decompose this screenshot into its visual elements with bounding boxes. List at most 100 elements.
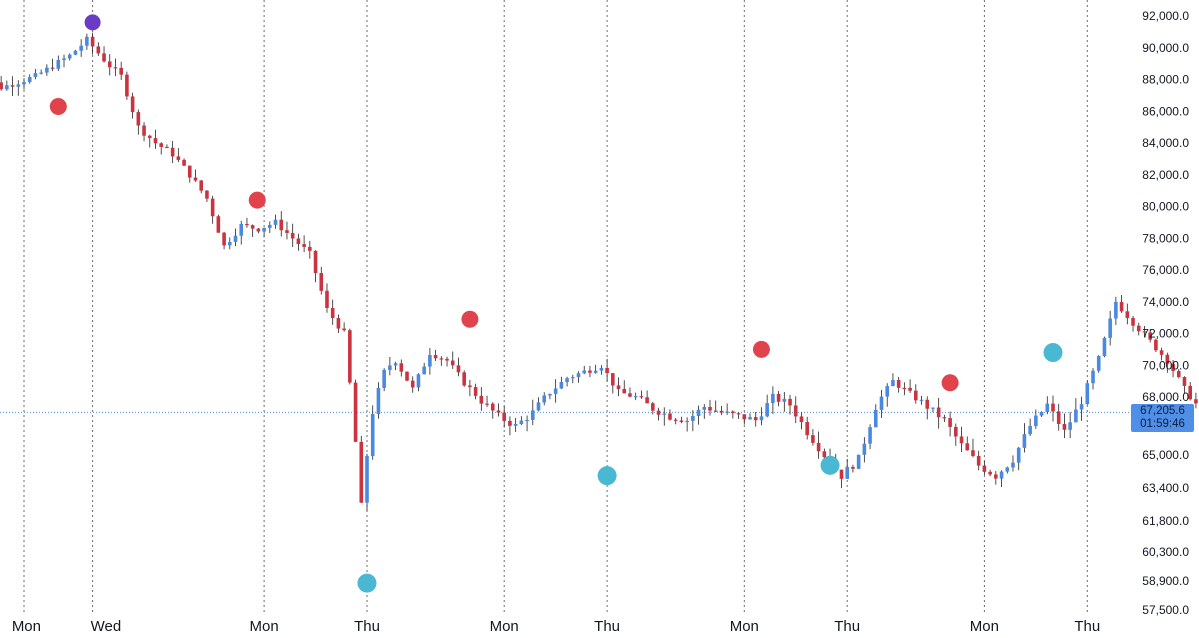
candle-body	[233, 235, 238, 242]
candle-body	[691, 416, 695, 421]
candle-body	[788, 398, 792, 406]
candle-body	[502, 412, 506, 421]
candle-body	[696, 409, 701, 417]
candle-body	[393, 363, 398, 366]
candle-body	[319, 273, 324, 291]
candle-body	[290, 232, 295, 239]
candle-body	[245, 223, 249, 226]
candle-body	[330, 308, 335, 318]
candle-body	[256, 228, 261, 232]
candle-body	[530, 410, 535, 420]
candle-body	[662, 413, 667, 415]
time-axis[interactable]: MonWedMonThuMonThuMonThuMonThuMonThuMonT…	[12, 618, 1199, 635]
candle-body	[879, 396, 884, 410]
candle-body	[159, 143, 163, 147]
candle-body	[39, 72, 43, 74]
candle-body	[588, 370, 592, 373]
pivot-marker[interactable]	[1043, 343, 1063, 363]
time-tick-label: Thu	[354, 618, 380, 635]
candle-body	[593, 370, 598, 373]
candle-body	[1062, 423, 1067, 430]
candle-body	[222, 232, 226, 246]
pivot-marker[interactable]	[752, 340, 770, 358]
candle-body	[816, 442, 821, 452]
candle-body	[525, 419, 529, 422]
candle-body	[571, 377, 575, 379]
time-tick-label: Mon	[730, 618, 759, 635]
candle-body	[771, 393, 775, 404]
pivot-marker[interactable]	[84, 14, 101, 31]
candle-body	[902, 387, 907, 390]
candle-body	[1188, 385, 1192, 400]
candle-body	[851, 466, 855, 469]
pivot-marker[interactable]	[597, 466, 617, 486]
pivot-marker[interactable]	[820, 455, 840, 475]
candle-body	[839, 469, 844, 479]
pivot-marker[interactable]	[248, 191, 266, 209]
time-tick-label: Mon	[12, 618, 41, 635]
candle-body	[308, 246, 312, 251]
price-tick-label: 78,000.0	[1142, 231, 1189, 245]
candle-body	[719, 410, 724, 413]
candle-body	[753, 417, 758, 421]
candle-body	[1045, 403, 1050, 412]
time-tick-label: Wed	[91, 618, 122, 635]
price-axis[interactable]: 92,000.0 90,000.0 88,000.0 86,000.0 84,000.0…	[1142, 9, 1189, 617]
price-tick-label: 68,000.0	[1142, 390, 1189, 404]
pivot-marker[interactable]	[461, 310, 479, 328]
candle-body	[1131, 317, 1135, 326]
candle-body	[1074, 409, 1078, 423]
candle-body	[713, 410, 718, 412]
candle-body	[313, 250, 318, 274]
candle-body	[725, 411, 729, 413]
candle-body	[1176, 370, 1181, 378]
candle-body	[445, 358, 449, 361]
price-tick-label: 58,900.0	[1142, 574, 1189, 588]
candle-body	[279, 219, 284, 231]
candle-body	[959, 436, 964, 444]
time-tick-label: Thu	[834, 618, 860, 635]
candle-body	[5, 85, 9, 90]
candle-body	[994, 474, 998, 479]
pivot-marker[interactable]	[941, 374, 959, 392]
candle-body	[1016, 447, 1021, 463]
candle-body	[822, 451, 827, 458]
candle-body	[582, 370, 587, 374]
candle-body	[479, 395, 484, 404]
candle-body	[765, 403, 769, 417]
candle-body	[182, 159, 186, 166]
candle-body	[388, 365, 392, 370]
candle-body	[954, 426, 958, 437]
candle-body	[1079, 404, 1084, 410]
candle-body	[90, 36, 95, 47]
pivot-marker[interactable]	[49, 97, 67, 115]
candle-body	[508, 420, 512, 426]
pivot-marker[interactable]	[357, 573, 377, 593]
candle-body	[942, 417, 947, 419]
candle-body	[0, 82, 3, 90]
candle-body	[473, 387, 478, 396]
candle-body	[628, 393, 632, 397]
candle-body	[731, 411, 735, 414]
candle-body	[142, 125, 146, 136]
candle-body	[268, 224, 272, 228]
candle-body	[130, 96, 135, 113]
candle-body	[170, 147, 175, 157]
candle-body	[1114, 301, 1118, 319]
price-tick-label: 82,000.0	[1142, 168, 1189, 182]
time-tick-label: Thu	[594, 618, 620, 635]
candle-body	[548, 393, 552, 396]
candle-body	[908, 387, 912, 391]
price-tick-label: 86,000.0	[1142, 104, 1189, 118]
candle-body	[33, 73, 38, 78]
candle-body	[1028, 425, 1032, 435]
candle-body	[79, 45, 83, 51]
candle-body	[342, 328, 346, 331]
countdown-timer: 01:59:46	[1140, 418, 1185, 430]
candles	[0, 32, 1198, 511]
candle-body	[559, 381, 564, 389]
candle-body	[67, 54, 72, 59]
candle-body	[285, 230, 289, 233]
candle-body	[250, 225, 255, 229]
